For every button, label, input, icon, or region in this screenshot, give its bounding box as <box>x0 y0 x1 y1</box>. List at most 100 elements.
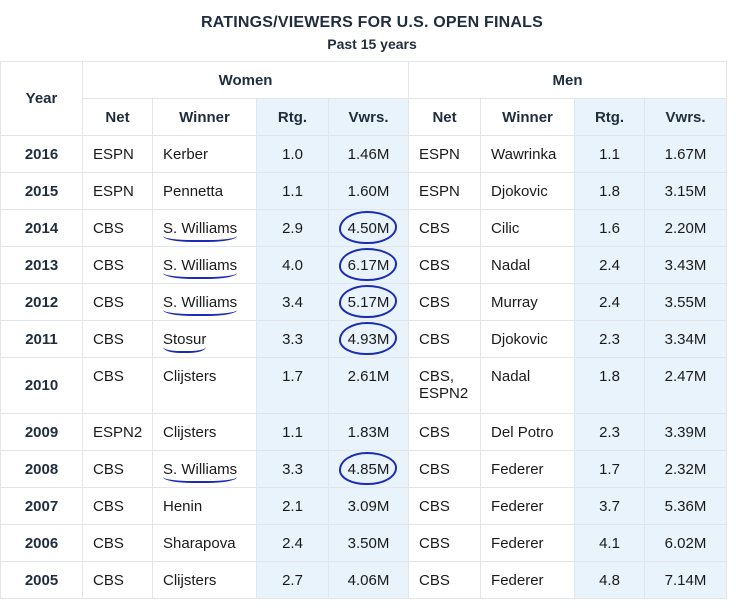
women-viewers-cell: 4.85M <box>327 450 410 488</box>
women-net-cell: CBS <box>82 283 153 321</box>
underlined-winner: S. Williams <box>163 257 238 279</box>
hand-drawn-circle <box>338 285 398 318</box>
hand-drawn-circle <box>338 452 398 485</box>
table-row: 2015 ESPN Pennetta 1.1 1.60M ESPN Djokovic 1.8 3… <box>0 172 728 210</box>
header-group-row: Year Women Men <box>0 61 728 136</box>
men-viewers-cell: 3.34M <box>644 320 728 358</box>
women-winner-cell: Stosur <box>152 320 257 358</box>
year-cell: 2010 <box>0 357 83 414</box>
women-winner-cell: S. Williams <box>152 246 257 284</box>
men-viewers-cell: 1.67M <box>644 135 728 173</box>
women-rating-cell: 3.4 <box>256 283 329 321</box>
women-winner-cell: S. Williams <box>152 283 257 321</box>
table-row: 2014 CBS S. Williams 2.9 4.50M CBS Cilic 1.6 2.2… <box>0 209 728 247</box>
men-rating-cell: 1.8 <box>574 172 646 210</box>
men-viewers-cell: 2.20M <box>644 209 728 247</box>
men-net-cell: ESPN <box>408 172 482 210</box>
men-viewers-cell: 3.39M <box>644 413 728 451</box>
women-viewers-cell: 4.50M <box>327 209 410 247</box>
men-rating-cell: 2.3 <box>574 413 646 451</box>
table-row: 2016 ESPN Kerber 1.0 1.46M ESPN Wawrinka 1.1 1.6… <box>0 135 728 173</box>
table-row: 2008 CBS S. Williams 3.3 4.85M CBS Federer 1.7 2… <box>0 450 728 488</box>
table-row: 2007 CBS Henin 2.1 3.09M CBS Federer 3.7 5.36M <box>0 487 728 525</box>
women-winner-cell: Kerber <box>152 135 257 173</box>
hand-drawn-circle <box>338 248 398 281</box>
underlined-winner: S. Williams <box>163 461 238 483</box>
women-viewers-cell: 1.60M <box>327 172 410 210</box>
men-winner-cell: Djokovic <box>480 172 576 210</box>
men-winner-cell: Nadal <box>480 357 576 414</box>
women-rating-cell: 4.0 <box>256 246 329 284</box>
men-net-cell: CBS <box>408 450 482 488</box>
col-header-women-net: Net <box>82 98 153 136</box>
men-rating-cell: 2.4 <box>574 283 646 321</box>
women-rating-cell: 2.1 <box>256 487 329 525</box>
women-rating-cell: 3.3 <box>256 450 329 488</box>
women-rating-cell: 2.9 <box>256 209 329 247</box>
year-cell: 2008 <box>0 450 83 488</box>
ratings-table: Year Women Men Net Winner Rtg. Vwrs. Net… <box>0 61 728 599</box>
women-viewers-cell: 4.06M <box>327 561 410 599</box>
women-net-cell: CBS <box>82 246 153 284</box>
men-winner-cell: Federer <box>480 450 576 488</box>
men-rating-cell: 2.3 <box>574 320 646 358</box>
col-header-men-rtg: Rtg. <box>574 98 646 136</box>
women-net-cell: ESPN <box>82 135 153 173</box>
circled-viewers: 4.93M <box>338 322 398 355</box>
year-cell: 2013 <box>0 246 83 284</box>
women-winner-cell: Sharapova <box>152 524 257 562</box>
hand-drawn-circle <box>338 322 398 355</box>
men-net-cell: CBS <box>408 413 482 451</box>
page-subtitle: Past 15 years <box>327 36 417 52</box>
men-winner-cell: Murray <box>480 283 576 321</box>
women-net-cell: CBS <box>82 524 153 562</box>
col-header-women-rtg: Rtg. <box>256 98 329 136</box>
women-rating-cell: 2.7 <box>256 561 329 599</box>
year-cell: 2012 <box>0 283 83 321</box>
group-header-men: Men <box>408 61 728 99</box>
women-viewers-cell: 1.46M <box>327 135 410 173</box>
women-winner-cell: Clijsters <box>152 561 257 599</box>
men-viewers-cell: 3.43M <box>644 246 728 284</box>
men-viewers-cell: 3.55M <box>644 283 728 321</box>
men-net-cell: CBS, ESPN2 <box>408 357 482 414</box>
women-viewers-cell: 3.50M <box>327 524 410 562</box>
table-row: 2010 CBS Clijsters 1.7 2.61M CBS, ESPN2 Nadal 1… <box>0 357 728 414</box>
men-net-cell: CBS <box>408 209 482 247</box>
men-net-cell: ESPN <box>408 135 482 173</box>
women-net-cell: CBS <box>82 487 153 525</box>
women-rating-cell: 1.1 <box>256 413 329 451</box>
men-rating-cell: 3.7 <box>574 487 646 525</box>
women-rating-cell: 1.7 <box>256 357 329 414</box>
col-header-men-net: Net <box>408 98 482 136</box>
men-winner-cell: Del Potro <box>480 413 576 451</box>
circled-viewers: 4.85M <box>338 452 398 485</box>
men-net-cell: CBS <box>408 246 482 284</box>
table-row: 2005 CBS Clijsters 2.7 4.06M CBS Federer 4.8 7.1… <box>0 561 728 599</box>
year-cell: 2015 <box>0 172 83 210</box>
men-rating-cell: 4.1 <box>574 524 646 562</box>
year-cell: 2014 <box>0 209 83 247</box>
men-viewers-cell: 3.15M <box>644 172 728 210</box>
men-winner-cell: Federer <box>480 524 576 562</box>
men-winner-cell: Nadal <box>480 246 576 284</box>
women-net-cell: CBS <box>82 561 153 599</box>
col-header-women-winner: Winner <box>152 98 257 136</box>
men-winner-cell: Federer <box>480 487 576 525</box>
women-viewers-cell: 1.83M <box>327 413 410 451</box>
table-body: 2016 ESPN Kerber 1.0 1.46M ESPN Wawrinka 1.1 1.6… <box>0 135 728 599</box>
header-column-row: Net Winner Rtg. Vwrs. Net Winner Rtg. Vw… <box>1 98 728 136</box>
women-rating-cell: 1.1 <box>256 172 329 210</box>
women-winner-cell: Pennetta <box>152 172 257 210</box>
women-rating-cell: 2.4 <box>256 524 329 562</box>
men-winner-cell: Wawrinka <box>480 135 576 173</box>
women-viewers-cell: 6.17M <box>327 246 410 284</box>
women-viewers-cell: 3.09M <box>327 487 410 525</box>
women-viewers-cell: 4.93M <box>327 320 410 358</box>
men-rating-cell: 1.1 <box>574 135 646 173</box>
men-winner-cell: Cilic <box>480 209 576 247</box>
year-cell: 2007 <box>0 487 83 525</box>
circled-viewers: 4.50M <box>338 211 398 244</box>
men-rating-cell: 1.8 <box>574 357 646 414</box>
col-header-year: Year <box>0 61 83 136</box>
